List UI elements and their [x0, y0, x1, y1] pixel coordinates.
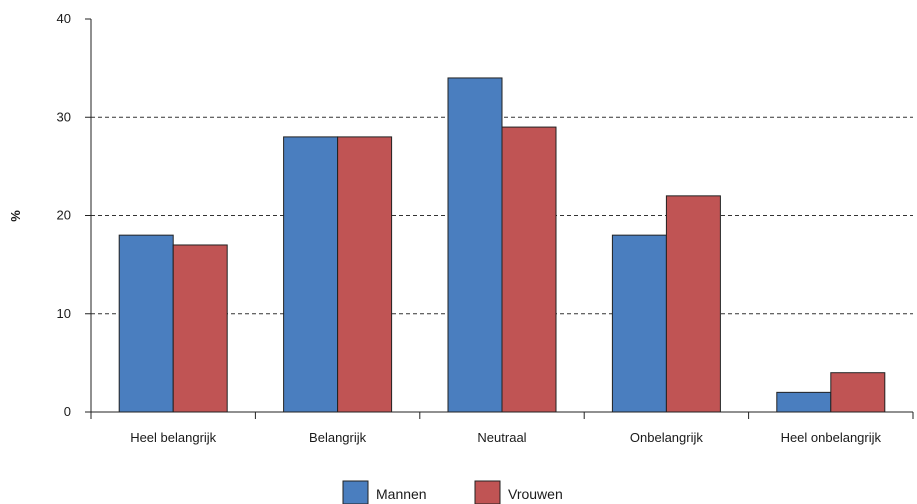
x-category-label: Heel belangrijk — [130, 430, 216, 445]
x-category-label: Heel onbelangrijk — [781, 430, 882, 445]
legend-label-vrouwen: Vrouwen — [508, 486, 563, 502]
bar-vrouwen-3 — [665, 195, 721, 413]
gridlines — [91, 116, 913, 315]
legend-label-mannen: Mannen — [376, 486, 427, 502]
y-tick-label: 20 — [57, 208, 71, 223]
legend: Mannen Vrouwen — [342, 480, 563, 504]
bar-vrouwen-2 — [501, 126, 557, 413]
x-category-label: Neutraal — [477, 430, 526, 445]
bar-mannen-2 — [447, 77, 503, 413]
legend-swatch-vrouwen — [474, 480, 501, 504]
bar-vrouwen-4 — [830, 372, 886, 413]
y-tick-label: 0 — [64, 404, 71, 419]
bar-mannen-1 — [283, 136, 339, 413]
y-axis-label: % — [8, 210, 23, 222]
y-ticks: 0 10 20 30 40 — [57, 11, 91, 419]
bar-vrouwen-1 — [337, 136, 393, 413]
y-tick-label: 40 — [57, 11, 71, 26]
bar-mannen-4 — [776, 391, 832, 413]
legend-swatch-mannen — [342, 480, 369, 504]
x-category-label: Onbelangrijk — [630, 430, 703, 445]
y-tick-label: 30 — [57, 109, 71, 124]
x-category-label: Belangrijk — [309, 430, 367, 445]
bars — [118, 77, 886, 413]
bar-vrouwen-0 — [172, 244, 228, 413]
x-ticks: Heel belangrijk Belangrijk Neutraal Onbelan… — [90, 412, 914, 445]
bar-mannen-0 — [118, 234, 174, 413]
bar-mannen-3 — [611, 234, 667, 413]
y-tick-label: 10 — [57, 306, 71, 321]
